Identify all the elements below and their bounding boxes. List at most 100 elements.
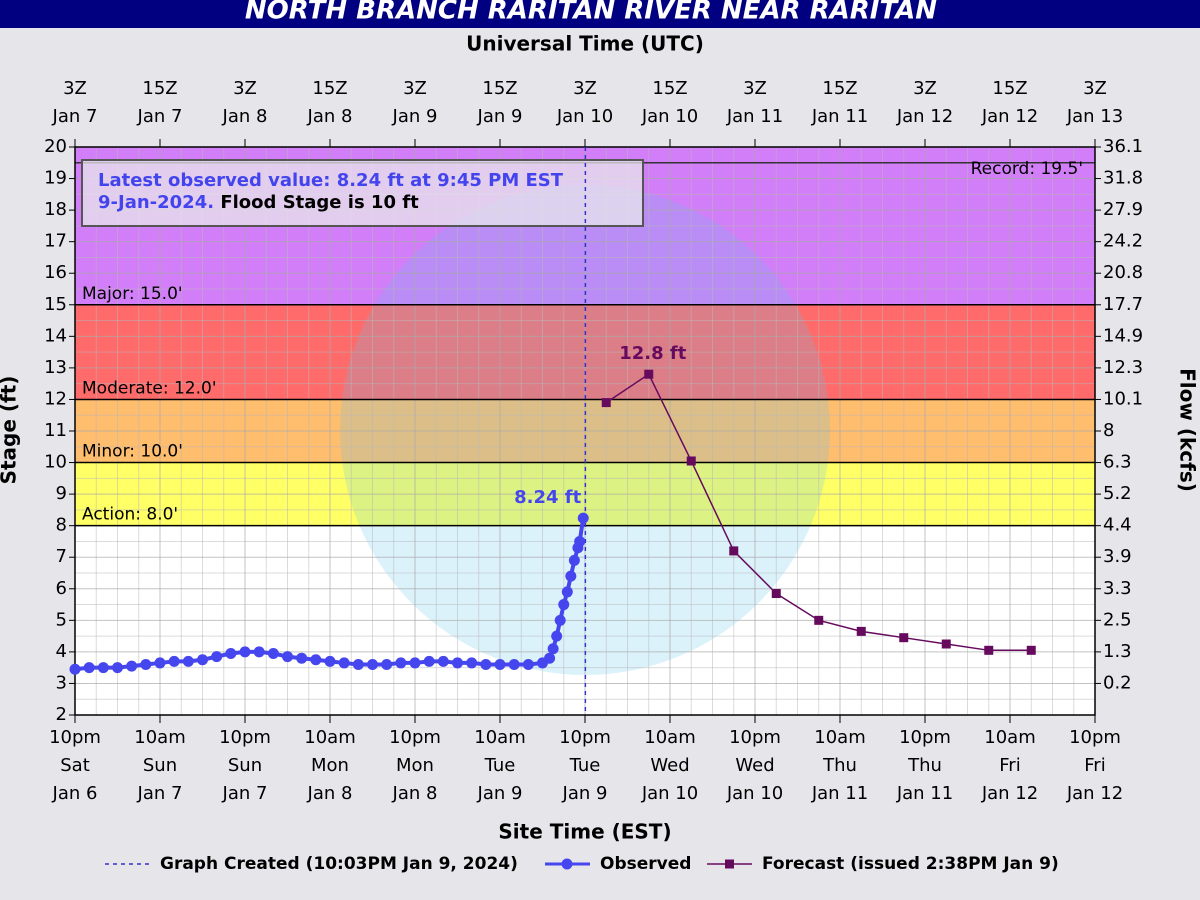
observed-point — [168, 655, 180, 667]
observed-point — [310, 654, 322, 666]
observed-point — [551, 630, 563, 642]
x2-tick-label: 3Z — [743, 78, 767, 99]
legend-label: Forecast (issued 2:38PM Jan 9) — [762, 854, 1059, 874]
y-tick-label: 3 — [56, 672, 67, 693]
x2-tick-label: 15Z — [312, 78, 347, 99]
x2-tick-label: 15Z — [482, 78, 517, 99]
observed-point — [480, 659, 492, 671]
observed-point — [239, 646, 251, 658]
y-tick-label: 12 — [44, 388, 67, 409]
observed-point — [547, 643, 559, 655]
y-tick-label: 15 — [44, 294, 67, 315]
x2-tick-label: 3Z — [1083, 78, 1107, 99]
y-tick-label: 10 — [44, 452, 67, 473]
x-tick-label: 10pm — [49, 727, 101, 748]
y2-tick-label: 31.8 — [1103, 168, 1143, 189]
y-tick-label: 8 — [56, 515, 67, 536]
y-tick-label: 20 — [44, 136, 67, 157]
observed-point — [126, 660, 138, 672]
y-tick-label: 4 — [56, 641, 67, 662]
x2-tick-label: Jan 9 — [392, 106, 438, 127]
forecast-point — [941, 639, 951, 649]
y2-tick-label: 36.1 — [1103, 136, 1143, 157]
x-tick-label: 10pm — [729, 727, 781, 748]
y-tick-label: 16 — [44, 262, 67, 283]
x-tick-label: 10am — [984, 727, 1035, 748]
observed-point — [197, 654, 208, 666]
x-tick-label: 10am — [134, 727, 185, 748]
forecast-point — [814, 615, 824, 625]
observed-point — [494, 659, 506, 671]
x2-tick-label: Jan 8 — [222, 106, 268, 127]
threshold-label: Minor: 10.0' — [82, 442, 183, 462]
x2-axis-title: Universal Time (UTC) — [466, 32, 704, 56]
y2-tick-label: 27.9 — [1103, 199, 1143, 220]
observed-point — [282, 651, 293, 663]
observed-point — [182, 655, 194, 667]
x-tick-label: Jan 8 — [307, 783, 353, 804]
x-tick-label: 10pm — [389, 727, 441, 748]
threshold-label: Major: 15.0' — [82, 284, 183, 304]
forecast-point — [729, 546, 739, 556]
record-label: Record: 19.5' — [971, 159, 1083, 179]
observed-point — [140, 659, 152, 671]
x2-tick-label: Jan 11 — [726, 106, 783, 127]
observed-point — [225, 647, 237, 659]
y2-tick-label: 3.3 — [1103, 578, 1132, 599]
info-line: 9-Jan-2024. Flood Stage is 10 ft — [98, 192, 419, 213]
y-tick-label: 7 — [56, 546, 67, 567]
x-tick-label: Fri — [1084, 755, 1105, 776]
x-tick-label: Wed — [650, 755, 689, 776]
legend-label: Observed — [600, 854, 691, 874]
observed-point — [296, 652, 308, 664]
x2-tick-label: Jan 10 — [556, 106, 613, 127]
x2-tick-label: Jan 11 — [811, 106, 868, 127]
info-box — [81, 159, 644, 227]
y-tick-label: 14 — [44, 325, 67, 346]
forecast-point — [601, 398, 611, 408]
y-tick-label: 13 — [44, 357, 67, 378]
x-tick-label: Jan 6 — [52, 783, 98, 804]
observed-point — [522, 659, 534, 671]
observed-point — [452, 657, 463, 669]
y-tick-label: 11 — [44, 420, 67, 441]
x-tick-label: Jan 11 — [811, 783, 868, 804]
forecast-point — [1026, 645, 1036, 655]
forecast-point — [686, 456, 696, 466]
observed-point — [577, 512, 589, 524]
y2-tick-label: 24.2 — [1103, 231, 1143, 252]
y-tick-label: 19 — [44, 168, 67, 189]
x2-tick-label: 3Z — [63, 78, 87, 99]
y2-tick-label: 1.3 — [1103, 641, 1132, 662]
x2-tick-label: Jan 9 — [477, 106, 523, 127]
y2-tick-label: 2.5 — [1103, 609, 1132, 630]
data-label: 8.24 ft — [514, 487, 582, 508]
observed-point — [267, 647, 279, 659]
x-tick-label: Sun — [228, 755, 262, 776]
x-tick-label: 10pm — [559, 727, 611, 748]
x-axis-title: Site Time (EST) — [498, 820, 671, 844]
x-tick-label: Mon — [311, 755, 349, 776]
x2-tick-label: Jan 12 — [896, 106, 953, 127]
y2-tick-label: 12.3 — [1103, 357, 1143, 378]
x-tick-label: Fri — [999, 755, 1020, 776]
observed-point — [338, 657, 350, 669]
x-tick-label: 10am — [644, 727, 695, 748]
x2-tick-label: 3Z — [913, 78, 937, 99]
observed-point — [558, 599, 570, 611]
x-tick-label: Jan 12 — [1066, 783, 1123, 804]
x-tick-label: Jan 7 — [137, 783, 183, 804]
chart-title: NORTH BRANCH RARITAN RIVER NEAR RARITAN — [245, 0, 937, 26]
forecast-point — [771, 589, 781, 599]
observed-point — [544, 652, 556, 664]
x-tick-label: Jan 12 — [981, 783, 1038, 804]
observed-point — [423, 655, 435, 667]
observed-point — [69, 663, 81, 675]
observed-point — [437, 655, 449, 667]
observed-point — [568, 554, 580, 566]
x2-tick-label: 15Z — [822, 78, 857, 99]
forecast-point — [899, 633, 909, 643]
observed-point — [466, 657, 478, 669]
forecast-point — [644, 369, 654, 379]
x-tick-label: 10pm — [1069, 727, 1121, 748]
